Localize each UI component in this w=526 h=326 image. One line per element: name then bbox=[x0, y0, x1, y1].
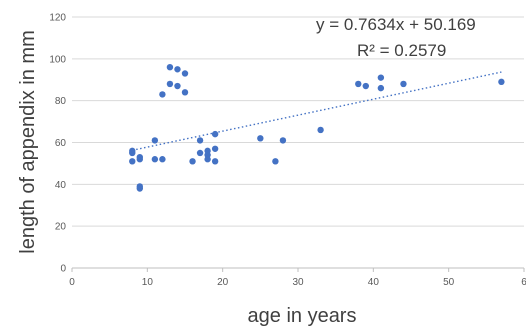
scatter-point bbox=[159, 156, 165, 162]
scatter-point bbox=[400, 81, 406, 87]
x-tick-label: 20 bbox=[217, 277, 229, 288]
scatter-point bbox=[212, 131, 218, 137]
scatter-point bbox=[182, 89, 188, 95]
scatter-point bbox=[212, 146, 218, 152]
x-tick-label: 6 bbox=[521, 277, 526, 288]
y-tick-label: 100 bbox=[49, 54, 66, 65]
scatter-point bbox=[174, 83, 180, 89]
y-tick-label: 20 bbox=[55, 222, 67, 233]
y-tick-label: 60 bbox=[55, 138, 67, 149]
scatter-point bbox=[212, 158, 218, 164]
y-tick-label: 80 bbox=[55, 96, 67, 107]
scatter-point bbox=[152, 137, 158, 143]
scatter-point bbox=[152, 156, 158, 162]
linear-trendline bbox=[132, 72, 501, 150]
scatter-point bbox=[355, 81, 361, 87]
scatter-point bbox=[197, 150, 203, 156]
r-squared-label: R² = 0.2579 bbox=[357, 41, 446, 60]
axes bbox=[72, 268, 524, 272]
scatter-point bbox=[257, 135, 263, 141]
scatter-point bbox=[137, 156, 143, 162]
tick-labels: 0 20 40 60 80 100 120 0 10 20 30 40 50 6 bbox=[49, 13, 526, 289]
scatter-point bbox=[272, 158, 278, 164]
scatter-point bbox=[167, 64, 173, 70]
scatter-point bbox=[378, 85, 384, 91]
scatter-point bbox=[129, 150, 135, 156]
scatter-point bbox=[363, 83, 369, 89]
trendline-layer bbox=[132, 72, 501, 150]
x-tick-label: 50 bbox=[443, 277, 455, 288]
scatter-point bbox=[182, 70, 188, 76]
scatter-point bbox=[378, 74, 384, 80]
scatter-point bbox=[167, 81, 173, 87]
x-tick-label: 40 bbox=[368, 277, 380, 288]
scatter-point bbox=[197, 137, 203, 143]
scatter-point bbox=[317, 127, 323, 133]
trendline-equation-label: y = 0.7634x + 50.169 bbox=[316, 15, 476, 34]
y-axis-title: length of appendix in mm bbox=[17, 30, 39, 253]
scatter-point bbox=[159, 91, 165, 97]
x-axis-title: age in years bbox=[248, 305, 357, 326]
x-tick-label: 30 bbox=[292, 277, 304, 288]
data-points bbox=[129, 64, 505, 192]
gridlines bbox=[72, 17, 524, 226]
scatter-point bbox=[129, 158, 135, 164]
y-tick-label: 0 bbox=[60, 264, 66, 275]
x-tick-label: 10 bbox=[142, 277, 154, 288]
scatter-point bbox=[280, 137, 286, 143]
scatter-point bbox=[174, 66, 180, 72]
y-tick-label: 120 bbox=[49, 13, 66, 24]
scatter-point bbox=[204, 156, 210, 162]
scatter-point bbox=[498, 79, 504, 85]
scatter-point bbox=[189, 158, 195, 164]
x-tick-label: 0 bbox=[69, 277, 75, 288]
scatter-point bbox=[137, 185, 143, 191]
y-tick-label: 40 bbox=[55, 180, 67, 191]
